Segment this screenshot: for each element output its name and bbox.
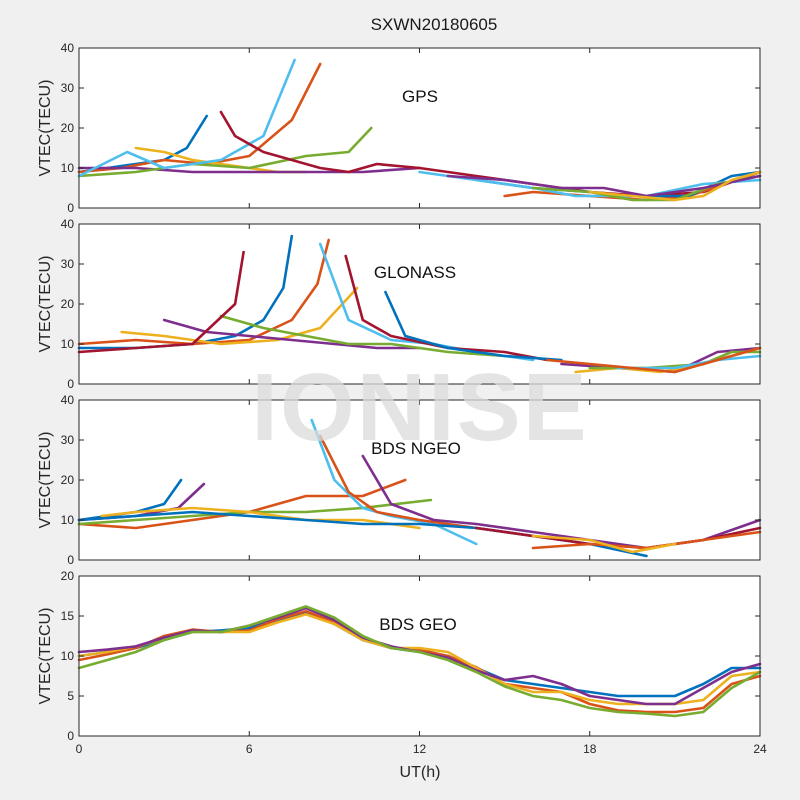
y-axis-label: VTEC(TECU) xyxy=(37,432,54,529)
x-tick-label: 24 xyxy=(753,742,767,756)
series-group xyxy=(77,418,762,558)
panel-label: BDS GEO xyxy=(379,615,456,634)
y-tick-label: 40 xyxy=(61,41,75,55)
series-line xyxy=(77,58,296,178)
y-tick-label: 20 xyxy=(61,569,75,583)
chart-title: SXWN20180605 xyxy=(371,15,498,34)
series-group xyxy=(77,605,762,718)
x-axis-label: UT(h) xyxy=(400,764,441,781)
panel-glonass: 0 10 20 30 40 VTEC(TECU) GLONASS xyxy=(37,217,762,391)
y-tick-label: 0 xyxy=(67,201,74,215)
plot-area xyxy=(79,400,760,560)
y-tick-label: 40 xyxy=(61,393,75,407)
panel-label: GLONASS xyxy=(374,263,456,282)
series-line xyxy=(446,174,762,198)
y-tick-label: 10 xyxy=(61,513,75,527)
series-line xyxy=(77,605,762,718)
panel-gps: 0 10 20 30 40 VTEC(TECU) GPS xyxy=(37,41,762,215)
panels-group: 0 10 20 30 40 VTEC(TECU) GPS 0 10 20 30 40 VTEC(TECU… xyxy=(37,41,767,756)
y-tick-label: 5 xyxy=(67,689,74,703)
y-axis-label: VTEC(TECU) xyxy=(37,608,54,705)
series-line xyxy=(588,170,762,202)
y-tick-label: 10 xyxy=(61,337,75,351)
plot-area xyxy=(79,224,760,384)
series-line xyxy=(418,170,762,198)
y-tick-label: 30 xyxy=(61,257,75,271)
x-tick-label: 12 xyxy=(413,742,427,756)
y-tick-label: 0 xyxy=(67,377,74,391)
y-tick-label: 15 xyxy=(61,609,75,623)
y-axis-label: VTEC(TECU) xyxy=(37,80,54,177)
series-line xyxy=(120,286,359,346)
series-line xyxy=(384,290,563,362)
panel-bds-ngeo: 0 10 20 30 40 VTEC(TECU) BDS NGEO xyxy=(37,393,762,567)
y-tick-label: 10 xyxy=(61,161,75,175)
panel-label: BDS NGEO xyxy=(371,439,461,458)
y-tick-label: 40 xyxy=(61,217,75,231)
plot-area xyxy=(79,48,760,208)
series-group xyxy=(77,58,762,202)
series-line xyxy=(100,506,421,530)
series-line xyxy=(531,534,677,554)
x-tick-label: 6 xyxy=(246,742,253,756)
panel-bds-geo: 0 5 10 15 20 VTEC(TECU) BDS GEO 0 6 12 18 24 xyxy=(37,569,767,756)
watermark: IONISE xyxy=(251,354,588,461)
series-line xyxy=(77,238,330,346)
y-tick-label: 30 xyxy=(61,81,75,95)
y-tick-label: 20 xyxy=(61,121,75,135)
y-tick-label: 0 xyxy=(67,729,74,743)
series-line xyxy=(77,166,421,174)
series-line xyxy=(344,254,549,362)
y-tick-label: 30 xyxy=(61,433,75,447)
series-line xyxy=(219,110,421,174)
y-axis-label: VTEC(TECU) xyxy=(37,256,54,353)
series-line xyxy=(219,314,506,358)
y-tick-label: 20 xyxy=(61,297,75,311)
y-tick-label: 20 xyxy=(61,473,75,487)
y-tick-label: 0 xyxy=(67,553,74,567)
series-group xyxy=(77,234,762,374)
x-tick-label: 18 xyxy=(583,742,597,756)
x-tick-label: 0 xyxy=(76,742,83,756)
y-tick-label: 10 xyxy=(61,649,75,663)
series-line xyxy=(77,250,245,354)
plot-area xyxy=(79,576,760,736)
series-line xyxy=(545,346,762,374)
series-line xyxy=(77,126,373,178)
panel-label: GPS xyxy=(402,87,438,106)
series-line xyxy=(531,530,762,550)
series-line xyxy=(616,354,762,370)
